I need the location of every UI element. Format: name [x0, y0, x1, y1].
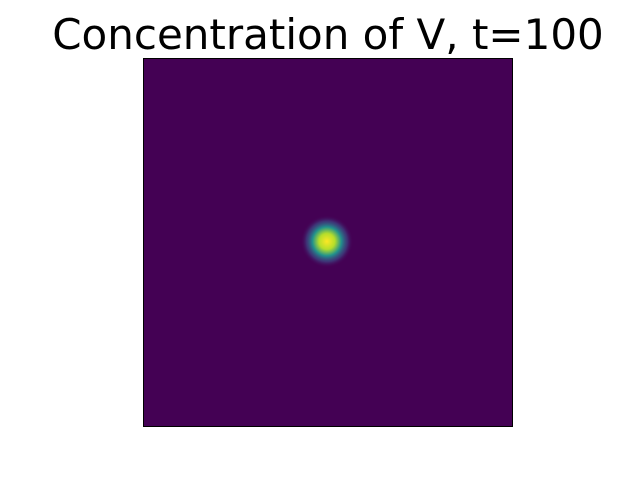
chart-title: Concentration of V, t=100	[52, 10, 604, 59]
heatmap	[144, 59, 512, 426]
heatmap-concentration-spot	[300, 215, 354, 268]
heatmap-plot-area	[143, 58, 513, 427]
